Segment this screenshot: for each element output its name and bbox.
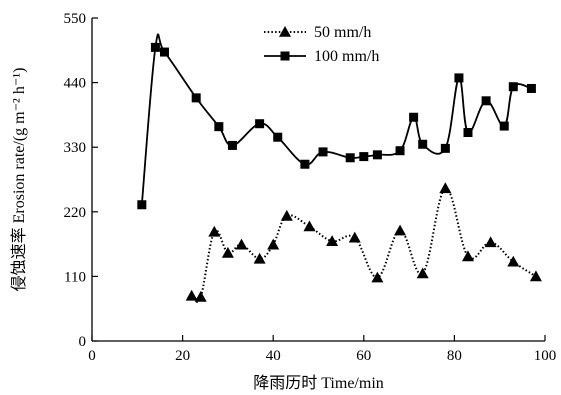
- y-tick-label: 0: [79, 334, 87, 350]
- square-marker: [409, 112, 419, 122]
- triangle-marker: [267, 238, 280, 250]
- square-marker: [159, 47, 169, 57]
- y-tick-label: 110: [64, 269, 86, 285]
- triangle-marker: [439, 182, 452, 194]
- x-tick-label: 40: [266, 348, 281, 364]
- square-marker: [440, 143, 450, 153]
- legend: 50 mm/h 100 mm/h: [264, 24, 379, 65]
- series-layer: [137, 33, 542, 303]
- x-tick-label: 0: [88, 348, 96, 364]
- y-tick-label: 440: [64, 76, 87, 92]
- triangle-marker: [348, 231, 361, 243]
- y-tick-label: 330: [64, 140, 87, 156]
- triangle-marker: [529, 270, 542, 282]
- square-marker: [418, 139, 428, 149]
- triangle-marker: [461, 250, 474, 262]
- square-marker: [395, 146, 405, 156]
- square-marker: [454, 73, 464, 83]
- triangle-marker: [279, 26, 291, 37]
- triangle-marker: [484, 236, 497, 248]
- x-tick-label: 60: [356, 348, 371, 364]
- y-tick-label: 550: [64, 11, 87, 27]
- triangle-marker: [416, 267, 429, 279]
- square-marker: [508, 82, 518, 92]
- axes: [91, 18, 545, 342]
- square-marker: [300, 159, 310, 169]
- x-tick-label: 20: [175, 348, 190, 364]
- square-marker: [345, 153, 355, 163]
- square-marker: [526, 83, 536, 93]
- square-marker: [499, 121, 509, 131]
- x-axis-title: 降雨历时 Time/min: [253, 374, 384, 392]
- legend-label: 100 mm/h: [314, 48, 379, 65]
- triangle-marker: [280, 209, 293, 221]
- triangle-marker: [371, 271, 384, 283]
- triangle-marker: [394, 224, 407, 236]
- square-marker: [372, 150, 382, 160]
- triangle-marker: [221, 246, 234, 258]
- y-tick-label: 220: [64, 205, 87, 221]
- triangle-marker: [194, 290, 207, 302]
- square-marker: [273, 132, 283, 142]
- ticks: 0 110 220 330 440 550 0 20 40 60 80 100: [64, 11, 557, 364]
- triangle-marker: [303, 220, 316, 232]
- triangle-marker: [208, 225, 221, 237]
- series-100mmh: [137, 33, 536, 210]
- triangle-marker: [253, 252, 266, 264]
- square-marker: [359, 152, 369, 162]
- legend-label: 50 mm/h: [314, 24, 371, 41]
- square-marker: [150, 42, 160, 52]
- triangle-marker: [235, 238, 248, 250]
- triangle-marker: [507, 255, 520, 267]
- square-marker: [227, 140, 237, 150]
- square-marker: [280, 51, 290, 61]
- legend-item: 100 mm/h: [264, 48, 379, 65]
- x-tick-label: 100: [534, 348, 557, 364]
- square-marker: [214, 122, 224, 132]
- square-marker: [463, 128, 473, 138]
- square-marker: [137, 200, 147, 210]
- triangle-marker: [185, 289, 198, 301]
- legend-item: 50 mm/h: [264, 24, 371, 41]
- square-marker: [191, 93, 201, 103]
- x-tick-label: 80: [447, 348, 462, 364]
- square-marker: [255, 119, 265, 129]
- square-marker: [318, 147, 328, 157]
- triangle-marker: [326, 235, 339, 246]
- square-marker: [481, 96, 491, 106]
- y-axis-title: 侵蚀速率 Erosion rate/(g m⁻² h⁻¹): [10, 68, 28, 292]
- series-50mmh: [185, 182, 542, 303]
